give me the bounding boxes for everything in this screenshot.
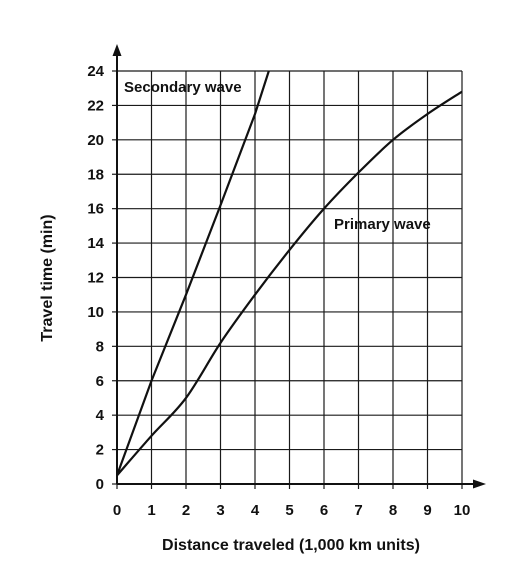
x-tick-label: 7 [354,502,362,519]
axes [112,44,486,489]
y-tick-label: 8 [96,338,104,355]
x-tick-label: 6 [320,502,328,519]
y-tick-label: 14 [87,235,104,252]
y-tick-label: 2 [96,442,104,459]
y-tick-label: 22 [87,97,104,114]
x-tick-label: 4 [251,502,260,519]
y-tick-label: 18 [87,166,104,183]
x-tick-label: 5 [285,502,293,519]
x-axis-arrow [473,479,486,489]
x-tick-label: 10 [454,502,471,519]
x-tick-label: 8 [389,502,397,519]
y-tick-label: 16 [87,201,104,218]
series-line-primary-wave [117,90,462,477]
grid [117,70,463,484]
x-tick-label: 2 [182,502,190,519]
series-label-primary-wave: Primary wave [334,216,431,233]
x-tick-label: 0 [113,502,121,519]
x-axis-title: Distance traveled (1,000 km units) [162,537,420,554]
series-lines [117,71,462,477]
y-tick-label: 10 [87,304,104,321]
y-axis-title: Travel time (min) [39,214,56,341]
x-tick-label: 1 [147,502,155,519]
x-tick-label: 9 [423,502,431,519]
y-tick-label: 24 [87,63,104,80]
series-label-secondary-wave: Secondary wave [124,79,242,96]
y-tick-label: 0 [96,476,104,493]
y-tick-label: 6 [96,373,104,390]
y-axis-arrow [112,44,122,56]
y-tick-label: 20 [87,132,104,149]
series-line-secondary-wave [117,71,270,476]
y-tick-label: 4 [96,407,105,424]
y-tick-label: 12 [87,270,104,287]
x-tick-label: 3 [216,502,224,519]
